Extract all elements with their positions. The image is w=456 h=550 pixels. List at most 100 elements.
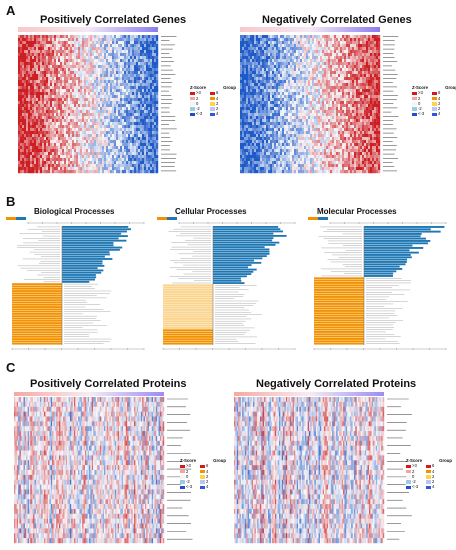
heading-cellular-processes: Cellular Processes [175, 207, 247, 216]
legend-group-swatch [200, 464, 205, 469]
legend-group-swatch [432, 96, 437, 101]
legend-group-label: 2 [216, 100, 219, 106]
legend-zscore-label: -2 [412, 478, 416, 484]
legend-group-swatch [210, 102, 215, 106]
legend-group-swatch [200, 475, 205, 479]
legend-zscore-swatch [180, 469, 185, 474]
legend-zscore-group-c-right: Z-Score Group >3 6 2 4 0 2 -2 2 <-3 4 [406, 458, 452, 490]
legend-group-label: 6 [216, 90, 219, 96]
legend-zscore-swatch [180, 464, 185, 469]
legend-zscore-label: -2 [196, 105, 200, 111]
legend-zscore-title: Z-Score [190, 85, 206, 90]
legend-group-label: 2 [206, 478, 209, 484]
legend-group-label: 4 [438, 111, 441, 117]
legend-group-label: 2 [438, 100, 441, 106]
bar-chart-molecular-processes [308, 217, 447, 350]
legend-zscore-title: Z-Score [180, 458, 196, 463]
heading-positively-correlated-proteins: Positively Correlated Proteins [30, 378, 187, 390]
legend-zscore-label: 0 [418, 100, 421, 106]
legend-group-swatch [210, 112, 215, 116]
legend-group-swatch [426, 480, 431, 484]
legend-group-swatch [200, 480, 205, 484]
heatmap-positively-correlated-genes [18, 27, 177, 174]
legend-group-label: 4 [206, 468, 209, 474]
legend-zscore-label: >3 [412, 463, 417, 469]
legend-zscore-title: Z-Score [412, 85, 428, 90]
legend-group-swatch [210, 96, 215, 101]
legend-zscore-label: <-3 [412, 484, 419, 490]
legend-group-label: 4 [216, 95, 219, 101]
legend-zscore-label: 0 [196, 100, 199, 106]
legend-zscore-label: 2 [418, 95, 421, 101]
group-bar [240, 27, 380, 32]
legend-group-label: 2 [432, 478, 435, 484]
heading-molecular-processes: Molecular Processes [317, 207, 397, 216]
legend-group-swatch [200, 485, 205, 489]
legend-group-label: 2 [216, 105, 219, 111]
legend-zscore-swatch [406, 475, 411, 479]
legend-group-swatch [426, 475, 431, 479]
legend-zscore-swatch [180, 480, 185, 484]
legend-group-title: Group [439, 458, 452, 463]
legend-zscore-group-c-left: Z-Score Group >3 6 2 4 0 2 -2 2 <-3 4 [180, 458, 226, 490]
legend-group-swatch [432, 91, 437, 96]
legend-zscore-title: Z-Score [406, 458, 422, 463]
panel-label-b: B [6, 194, 16, 209]
legend-zscore-label: >3 [196, 90, 201, 96]
legend-zscore-swatch [412, 112, 417, 116]
legend-group-swatch [426, 469, 431, 474]
legend-zscore-swatch [412, 102, 417, 106]
legend-zscore-swatch [412, 91, 417, 96]
heatmap-negatively-correlated-proteins [234, 392, 412, 544]
legend-group-label: 6 [206, 463, 209, 469]
legend-zscore-swatch [412, 107, 417, 111]
bar-chart-cellular-processes [157, 217, 296, 350]
group-bar [234, 392, 384, 396]
legend-group-label: 6 [432, 463, 435, 469]
legend-group-swatch [200, 469, 205, 474]
legend-group-label: 4 [432, 468, 435, 474]
legend-group-label: 4 [438, 95, 441, 101]
heading-biological-processes: Biological Processes [34, 207, 115, 216]
heatmap-positively-correlated-proteins [14, 392, 193, 544]
group-bar [18, 27, 158, 32]
legend-group-swatch [426, 464, 431, 469]
legend-zscore-swatch [412, 96, 417, 101]
legend-zscore-swatch [190, 112, 195, 116]
legend-zscore-label: -2 [186, 478, 190, 484]
legend-group-label: 2 [206, 473, 209, 479]
legend-zscore-swatch [406, 485, 411, 489]
legend-group-label: 6 [438, 90, 441, 96]
legend-zscore-swatch [406, 480, 411, 484]
legend-group-swatch [426, 485, 431, 489]
legend-group-swatch [432, 102, 437, 106]
legend-zscore-label: >3 [186, 463, 191, 469]
legend-zscore-swatch [406, 464, 411, 469]
panel-label-c: C [6, 360, 16, 375]
legend-zscore-label: <-3 [196, 111, 203, 117]
heading-positively-correlated-genes: Positively Correlated Genes [40, 14, 187, 26]
legend-zscore-group-a-left: Z-Score Group >3 6 2 4 0 2 -2 2 <-3 4 [190, 85, 236, 117]
legend-zscore-label: 2 [186, 468, 189, 474]
legend-group-swatch [432, 107, 437, 111]
legend-group-swatch [210, 91, 215, 96]
legend-group-title: Group [445, 85, 456, 90]
legend-group-label: 2 [438, 105, 441, 111]
legend-group-label: 4 [206, 484, 209, 490]
heatmap-negatively-correlated-genes [240, 27, 399, 174]
legend-zscore-label: >3 [418, 90, 423, 96]
group-bar [14, 392, 164, 396]
legend-zscore-label: <-3 [418, 111, 425, 117]
legend-group-label: 2 [432, 473, 435, 479]
legend-zscore-label: 0 [412, 473, 415, 479]
legend-group-label: 4 [432, 484, 435, 490]
panel-label-a: A [6, 3, 16, 18]
legend-zscore-swatch [406, 469, 411, 474]
legend-zscore-swatch [190, 102, 195, 106]
bar-chart-biological-processes [6, 217, 145, 350]
legend-zscore-swatch [180, 475, 185, 479]
heading-negatively-correlated-genes: Negatively Correlated Genes [262, 14, 412, 26]
legend-zscore-label: 0 [186, 473, 189, 479]
legend-zscore-swatch [190, 107, 195, 111]
